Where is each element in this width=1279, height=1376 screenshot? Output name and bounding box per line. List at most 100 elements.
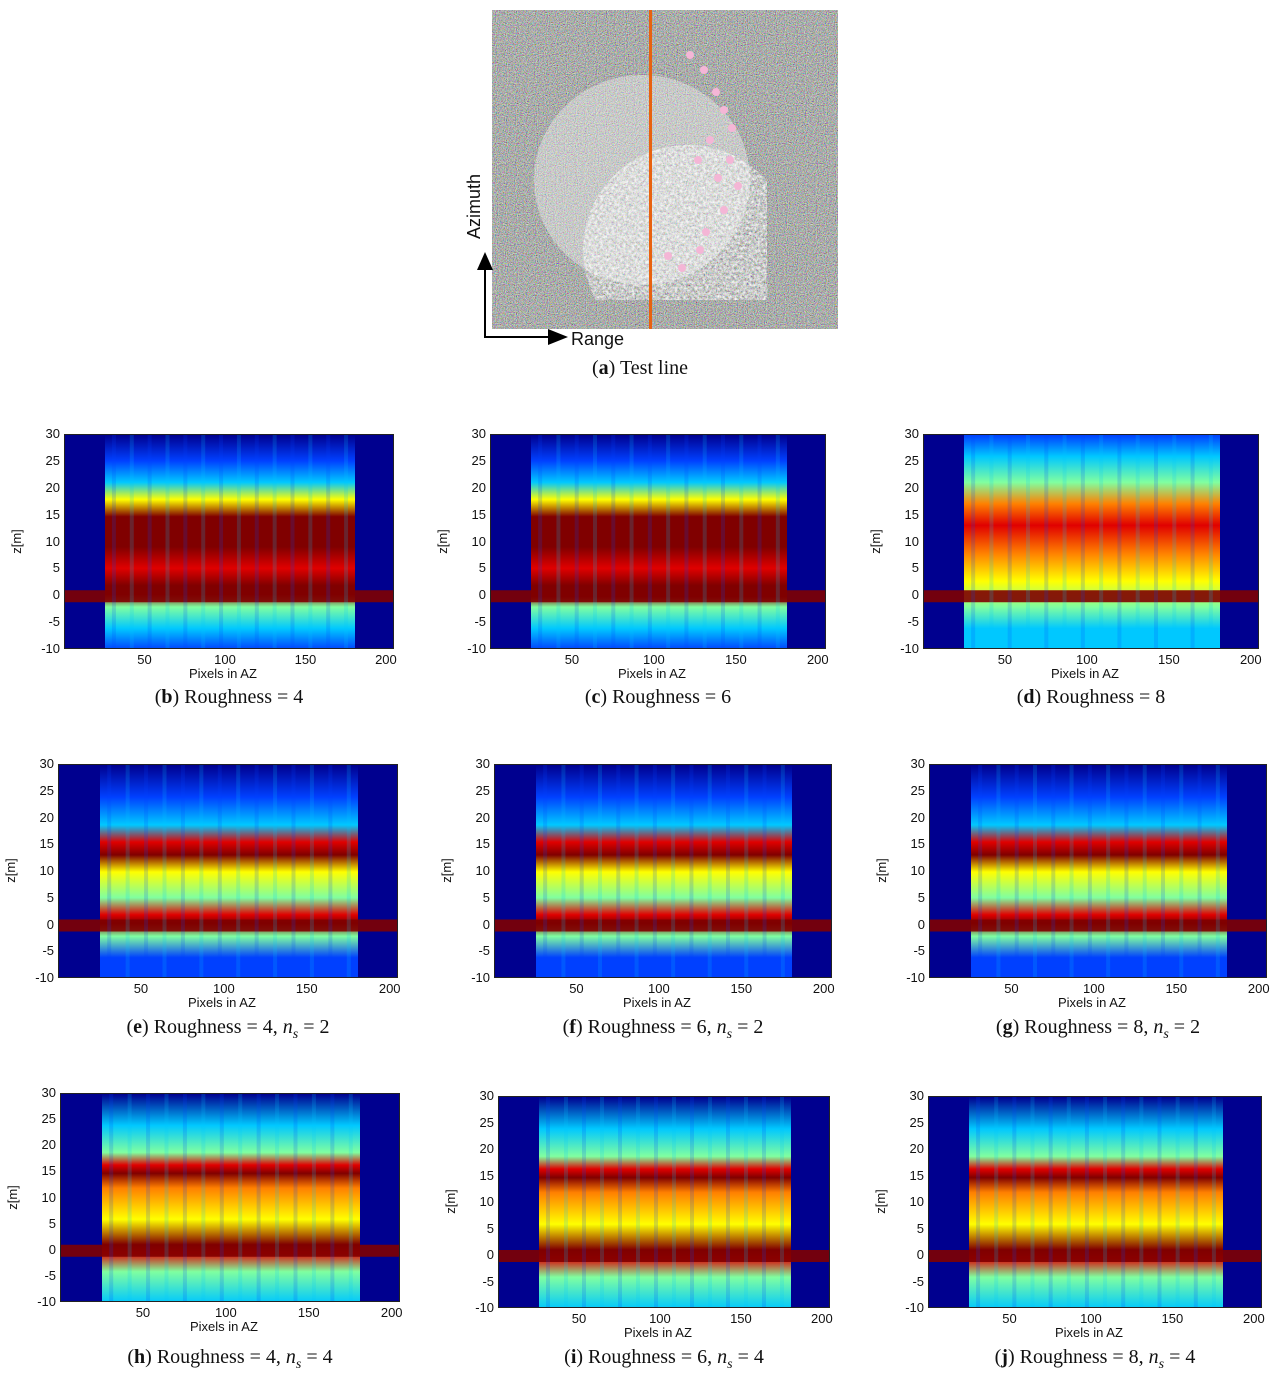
tomogram-image [930, 765, 1266, 977]
xtick-label: 150 [1161, 1311, 1184, 1326]
ns-subscript: s [726, 1027, 733, 1042]
xtick-label: 200 [1242, 1311, 1265, 1326]
xtick-label: 150 [294, 652, 317, 667]
ytick-label: 15 [909, 1167, 924, 1183]
ytick-label: 10 [471, 533, 486, 549]
ytick-label: 0 [478, 587, 486, 603]
range-arrow-shaft [484, 336, 550, 338]
tomogram-plot-i [498, 1096, 830, 1308]
ns-value: 4 [322, 1346, 333, 1368]
ns-symbol: n [716, 1016, 727, 1038]
caption-text: Roughness = 6, [588, 1346, 718, 1368]
ns-symbol: n [1153, 1016, 1164, 1038]
caption-letter: e [133, 1016, 143, 1038]
azimuth-label: Azimuth [464, 173, 485, 240]
ytick-label: 10 [910, 863, 925, 878]
tomogram-plot-b [64, 434, 394, 649]
tomogram-image [495, 765, 831, 977]
ns-value: 4 [1185, 1346, 1196, 1368]
caption-a: (a) Test line [591, 357, 688, 379]
caption-letter: c [591, 686, 601, 708]
xtick-label: 50 [997, 652, 1013, 667]
tomogram-plot-c [490, 434, 826, 649]
ytick-label: 30 [904, 426, 919, 441]
xtick-label: 50 [564, 652, 580, 667]
tomogram-image [491, 435, 825, 648]
caption-text: Roughness = 4, [153, 1016, 283, 1038]
ytick-label: 15 [39, 836, 54, 852]
xaxis-label: Pixels in AZ [1058, 995, 1126, 1010]
ytick-label: 0 [486, 1247, 494, 1262]
caption-text: Roughness = 6, [587, 1016, 717, 1038]
ytick-label: 10 [41, 1189, 56, 1205]
ytick-label: 30 [479, 1088, 494, 1103]
ytick-label: 25 [45, 452, 60, 468]
ytick-label: -5 [482, 1273, 494, 1289]
tomogram-plot-e [58, 764, 398, 978]
caption-text: Roughness = 8 [1046, 686, 1166, 708]
caption-a-letter: a [598, 357, 609, 379]
ytick-label: 30 [471, 426, 486, 441]
ytick-label: 25 [909, 1114, 924, 1130]
ns-value: 2 [1190, 1016, 1201, 1038]
ytick-label: 15 [910, 836, 925, 852]
ytick-label: 20 [910, 809, 925, 825]
tomogram-image [499, 1097, 829, 1307]
ytick-label: 5 [486, 1220, 494, 1236]
ytick-label: 15 [45, 506, 60, 522]
xtick-label: 100 [1076, 652, 1098, 667]
ytick-label: 10 [904, 533, 919, 549]
ytick-label: 15 [904, 506, 919, 522]
yaxis-label: z[m] [442, 1189, 458, 1214]
ytick-label: 0 [46, 916, 54, 932]
caption-text: Roughness = 8, [1024, 1016, 1154, 1038]
tomogram-image [65, 435, 393, 648]
ytick-label: 10 [475, 863, 490, 878]
ytick-label: 15 [475, 836, 490, 852]
xtick-label: 50 [1004, 981, 1019, 996]
xtick-label: 200 [380, 1305, 403, 1320]
ytick-label: 5 [478, 560, 486, 576]
xtick-label: 50 [1002, 1311, 1017, 1326]
ytick-label: 5 [917, 889, 925, 905]
xaxis-label: Pixels in AZ [188, 995, 256, 1010]
xtick-label: 50 [133, 981, 149, 996]
sar-image-svg [492, 10, 838, 329]
tomogram-image [929, 1097, 1261, 1307]
ytick-label: 20 [39, 809, 54, 825]
ns-subscript: s [727, 1357, 733, 1372]
xaxis-label: Pixels in AZ [1055, 1325, 1123, 1340]
xtick-label: 50 [569, 981, 584, 996]
ytick-label: 20 [45, 479, 60, 495]
ytick-label: 10 [909, 1194, 924, 1209]
ytick-label: 5 [46, 889, 54, 905]
caption-letter: g [1002, 1016, 1013, 1038]
caption-g: (g) Roughness = 8, ns = 2 [995, 1016, 1201, 1042]
xtick-label: 150 [295, 981, 318, 996]
xtick-label: 50 [571, 1311, 587, 1326]
yaxis-label: z[m] [872, 1189, 888, 1214]
range-arrow-head-icon [548, 329, 568, 345]
xtick-label: 200 [378, 981, 401, 996]
xtick-label: 50 [137, 652, 152, 667]
caption-letter: j [1001, 1346, 1008, 1368]
xaxis-label: Pixels in AZ [623, 995, 691, 1010]
ytick-label: 30 [39, 756, 54, 771]
ytick-label: 25 [910, 782, 925, 798]
yaxis-label: z[m] [867, 528, 883, 554]
ytick-label: 10 [45, 533, 60, 549]
ns-symbol: n [717, 1346, 728, 1368]
sar-image [492, 10, 838, 329]
ytick-label: -10 [35, 970, 54, 985]
ytick-label: 15 [41, 1163, 56, 1179]
ytick-label: 5 [482, 889, 490, 905]
xtick-label: 100 [649, 1311, 671, 1326]
xtick-label: 150 [1165, 981, 1188, 996]
xtick-label: 100 [212, 981, 235, 996]
ytick-label: -5 [907, 614, 919, 630]
ns-value: 2 [319, 1016, 330, 1038]
tomogram-plot-h [60, 1093, 400, 1302]
ytick-label: 20 [475, 809, 490, 825]
xtick-label: 200 [375, 652, 397, 667]
ytick-label: 25 [904, 452, 919, 468]
